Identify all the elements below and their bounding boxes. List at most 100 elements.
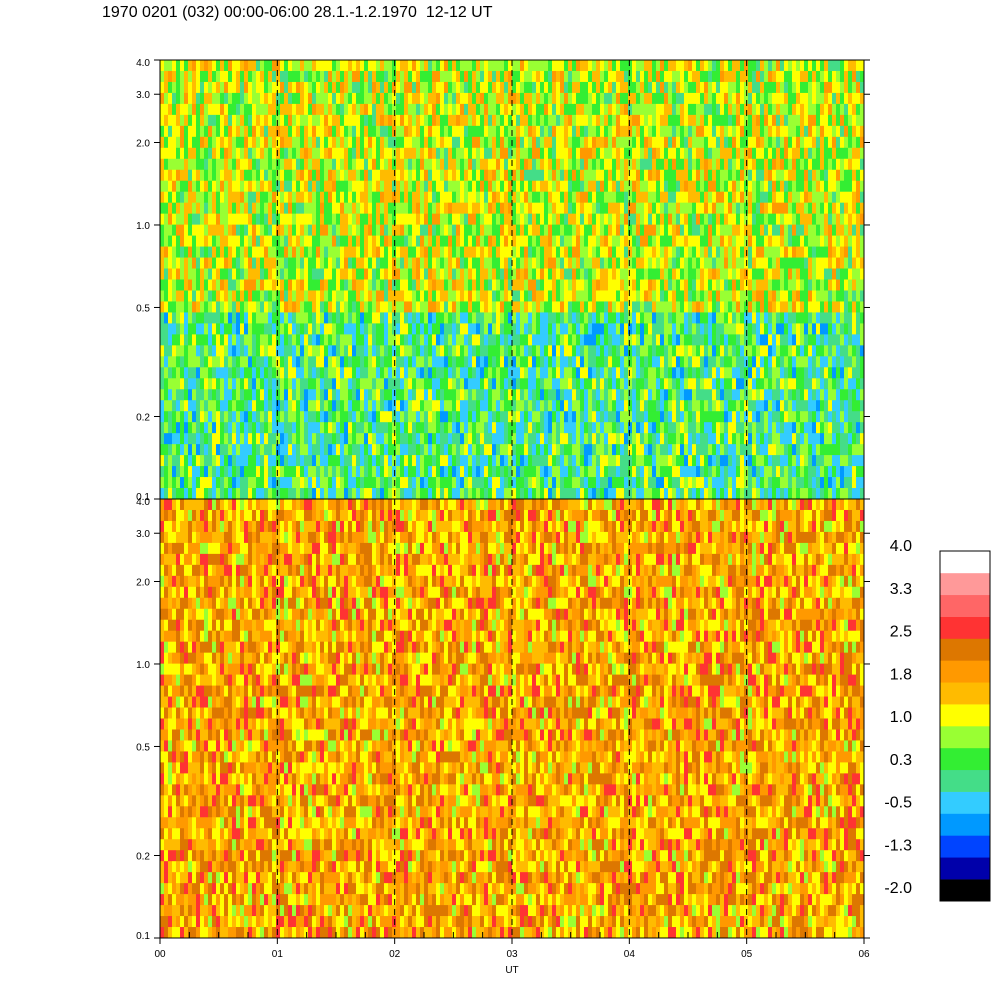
heatmap-cell — [236, 488, 241, 500]
heatmap-cell — [384, 433, 389, 445]
heatmap-cell — [220, 235, 225, 247]
heatmap-cell — [456, 136, 461, 149]
heatmap-cell — [380, 367, 385, 379]
heatmap-cell — [340, 378, 345, 390]
heatmap-cell — [208, 466, 213, 478]
heatmap-cell — [472, 455, 477, 467]
heatmap-cell — [292, 213, 297, 226]
heatmap-cell — [232, 257, 237, 269]
heatmap-cell — [552, 290, 557, 302]
heatmap-cell — [612, 389, 617, 401]
heatmap-cell — [500, 334, 505, 346]
heatmap-cell — [440, 125, 445, 138]
heatmap-cell — [644, 455, 649, 467]
heatmap-cell — [200, 246, 205, 258]
heatmap-cell — [324, 323, 329, 335]
heatmap-cell — [500, 235, 505, 247]
heatmap-cell — [276, 477, 281, 489]
heatmap-cell — [212, 268, 217, 280]
heatmap-cell — [488, 70, 493, 83]
heatmap-cell — [588, 180, 593, 193]
heatmap-cell — [568, 147, 573, 160]
heatmap-cell — [532, 257, 537, 269]
heatmap-cell — [312, 345, 317, 357]
heatmap-cell — [188, 147, 193, 160]
heatmap-cell — [208, 433, 213, 445]
heatmap-cell — [328, 268, 333, 280]
heatmap-cell — [548, 279, 553, 291]
heatmap-cell — [524, 136, 529, 149]
heatmap-cell — [500, 411, 505, 423]
heatmap-cell — [212, 147, 217, 160]
heatmap-cell — [348, 290, 353, 302]
heatmap-cell — [452, 158, 457, 171]
heatmap-cell — [304, 323, 309, 335]
heatmap-cell — [324, 411, 329, 423]
heatmap-cell — [568, 290, 573, 302]
heatmap-cell — [276, 268, 281, 280]
heatmap-cell — [212, 125, 217, 138]
heatmap-cell — [168, 477, 173, 489]
heatmap-cell — [308, 268, 313, 280]
heatmap-cell — [268, 301, 273, 313]
heatmap-cell — [544, 158, 549, 171]
heatmap-cell — [192, 312, 197, 324]
heatmap-cell — [180, 367, 185, 379]
heatmap-cell — [256, 147, 261, 160]
heatmap-cell — [396, 125, 401, 138]
heatmap-cell — [456, 444, 461, 456]
heatmap-cell — [572, 103, 577, 116]
heatmap-cell — [520, 202, 525, 215]
heatmap-cell — [576, 268, 581, 280]
heatmap-cell — [368, 268, 373, 280]
heatmap-cell — [196, 257, 201, 269]
heatmap-cell — [196, 103, 201, 116]
heatmap-cell — [400, 323, 405, 335]
heatmap-cell — [204, 389, 209, 401]
heatmap-cell — [172, 81, 177, 94]
heatmap-cell — [640, 60, 645, 72]
heatmap-cell — [356, 246, 361, 258]
heatmap-cell — [436, 411, 441, 423]
heatmap-cell — [592, 367, 597, 379]
heatmap-cell — [428, 279, 433, 291]
heatmap-cell — [612, 257, 617, 269]
heatmap-cell — [280, 466, 285, 478]
heatmap-cell — [260, 191, 265, 204]
heatmap-cell — [396, 488, 401, 500]
heatmap-cell — [284, 433, 289, 445]
heatmap-cell — [400, 400, 405, 412]
heatmap-cell — [292, 136, 297, 149]
heatmap-cell — [544, 477, 549, 489]
heatmap-cell — [400, 356, 405, 368]
heatmap-cell — [540, 114, 545, 127]
heatmap-cell — [416, 224, 421, 237]
heatmap-cell — [516, 224, 521, 237]
heatmap-cell — [496, 60, 501, 72]
heatmap-cell — [408, 488, 413, 500]
heatmap-cell — [352, 103, 357, 116]
heatmap-cell — [352, 400, 357, 412]
heatmap-cell — [600, 70, 605, 83]
heatmap-cell — [324, 169, 329, 182]
heatmap-cell — [616, 103, 621, 116]
heatmap-cell — [364, 279, 369, 291]
heatmap-cell — [420, 378, 425, 390]
heatmap-cell — [452, 356, 457, 368]
heatmap-cell — [352, 213, 357, 226]
heatmap-cell — [648, 191, 653, 204]
heatmap-cell — [556, 70, 561, 83]
heatmap-cell — [268, 224, 273, 237]
heatmap-cell — [376, 180, 381, 193]
heatmap-cell — [396, 70, 401, 83]
heatmap-cell — [496, 246, 501, 258]
heatmap-cell — [528, 268, 533, 280]
heatmap-cell — [652, 433, 657, 445]
heatmap-cell — [244, 213, 249, 226]
heatmap-cell — [536, 455, 541, 467]
heatmap-cell — [256, 301, 261, 313]
heatmap-cell — [384, 466, 389, 478]
heatmap-cell — [480, 367, 485, 379]
heatmap-cell — [412, 70, 417, 83]
heatmap-cell — [416, 389, 421, 401]
